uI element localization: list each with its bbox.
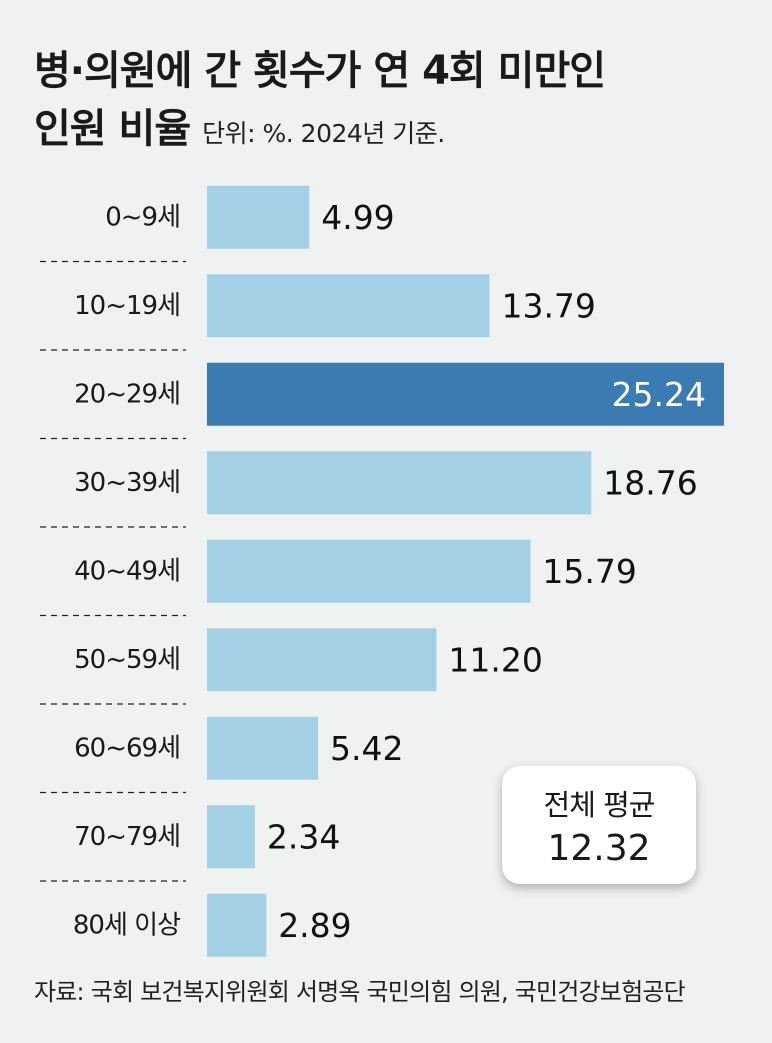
value-label: 4.99 xyxy=(321,198,394,237)
bar xyxy=(207,628,437,692)
value-label: 2.34 xyxy=(267,817,340,856)
category-label: 40~49세 xyxy=(74,556,180,586)
row-separators xyxy=(40,260,186,882)
bar xyxy=(207,451,592,515)
chart-title-line1: 병·의원에 간 횟수가 연 4회 미만인 xyxy=(34,48,606,94)
average-box: 전체 평균 12.32 xyxy=(502,766,696,884)
category-label: 70~79세 xyxy=(74,822,180,852)
bar xyxy=(207,893,267,957)
bar xyxy=(207,274,490,338)
chart-title: 병·의원에 간 횟수가 연 4회 미만인 인원 비율 단위: %. 2024년 기… xyxy=(34,42,606,163)
value-label: 13.79 xyxy=(501,286,595,325)
category-label: 50~59세 xyxy=(74,645,180,675)
value-label: 18.76 xyxy=(603,463,697,502)
bar-chart: 0~9세 10~19세 20~29세 30~39세 40~49세 50~59세 60~69세… xyxy=(40,185,724,957)
category-label: 60~69세 xyxy=(74,733,180,763)
bar xyxy=(207,362,724,426)
bars xyxy=(207,185,724,957)
average-value: 12.32 xyxy=(547,828,651,869)
value-label: 2.89 xyxy=(278,906,351,945)
category-label: 0~9세 xyxy=(105,202,180,232)
category-label: 30~39세 xyxy=(74,468,180,498)
bar xyxy=(207,805,255,869)
value-label: 25.24 xyxy=(612,375,706,414)
value-label: 5.42 xyxy=(330,729,403,768)
value-labels: 4.99 13.79 25.24 18.76 15.79 11.20 5.42 2.34 2.8… xyxy=(267,198,706,945)
bar xyxy=(207,716,319,780)
value-label: 11.20 xyxy=(448,640,542,679)
category-labels: 0~9세 10~19세 20~29세 30~39세 40~49세 50~59세 60~69세… xyxy=(73,202,181,940)
unit-note: 단위: %. 2024년 기준. xyxy=(202,119,445,148)
chart-title-line2-text: 인원 비율 xyxy=(34,106,191,152)
value-label: 15.79 xyxy=(542,552,636,591)
category-label: 20~29세 xyxy=(74,379,180,409)
bar xyxy=(207,185,310,249)
category-label: 80세 이상 xyxy=(73,910,180,940)
chart-title-line2: 인원 비율 단위: %. 2024년 기준. xyxy=(34,100,605,163)
bar xyxy=(207,539,531,603)
category-label: 10~19세 xyxy=(74,291,180,321)
average-label: 전체 평균 xyxy=(543,788,656,822)
source-note: 자료: 국회 보건복지위원회 서명옥 국민의힘 의원, 국민건강보험공단 xyxy=(34,978,686,1006)
